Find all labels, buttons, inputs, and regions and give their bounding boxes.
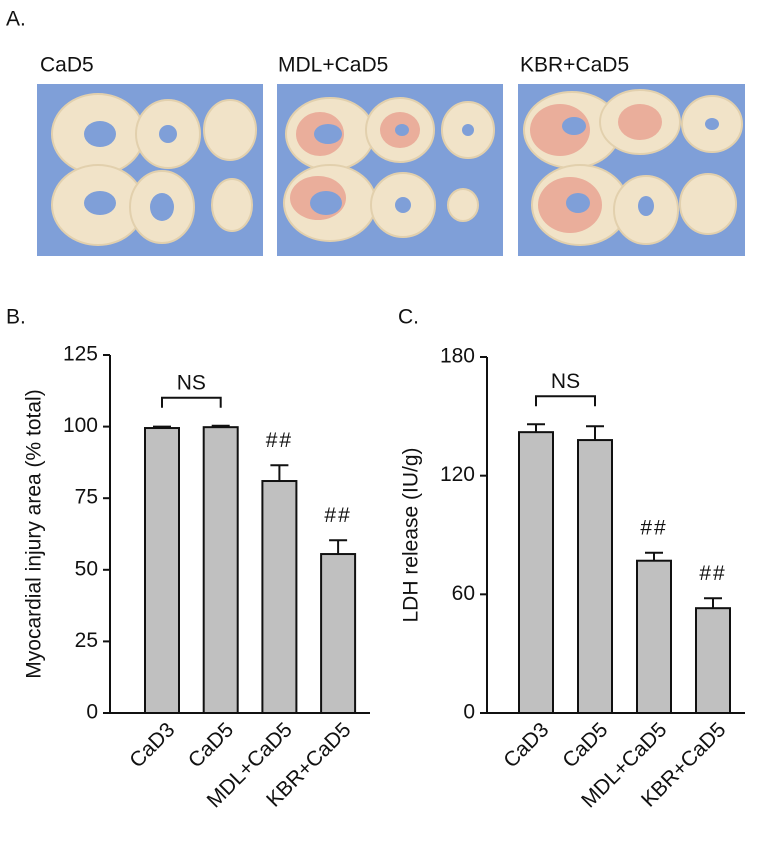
x-tick-label: CaD3 xyxy=(499,718,553,772)
bar xyxy=(261,480,298,714)
significance-label: ## xyxy=(640,516,667,539)
significance-label: ## xyxy=(324,504,351,527)
bar xyxy=(636,559,672,715)
photo-caption: MDL+CaD5 xyxy=(278,54,388,77)
panel-label: A. xyxy=(6,8,26,31)
x-tick-label: CaD5 xyxy=(558,718,612,772)
y-tick-label: 50 xyxy=(75,557,98,580)
y-tick-label: 100 xyxy=(63,414,98,437)
bar xyxy=(144,427,180,714)
y-tick-label: 120 xyxy=(440,463,475,486)
y-tick-label: 25 xyxy=(75,629,98,652)
bar xyxy=(320,553,357,714)
significance-label: ## xyxy=(266,429,293,452)
y-tick-label: 0 xyxy=(86,701,98,724)
y-tick-label: 0 xyxy=(463,701,475,724)
photo-caption: CaD5 xyxy=(40,54,94,77)
y-axis-label: Myocardial injury area (% total) xyxy=(23,389,46,678)
bracket xyxy=(161,396,222,408)
panel-label: B. xyxy=(6,306,26,329)
x-tick-label: CaD5 xyxy=(184,718,238,772)
bracket-label: NS xyxy=(551,370,580,393)
significance-label: ## xyxy=(699,562,726,585)
photo xyxy=(518,84,745,256)
x-tick-label: CaD3 xyxy=(125,718,179,772)
y-tick-label: 75 xyxy=(75,486,98,509)
bar xyxy=(577,439,613,714)
photo xyxy=(277,84,503,256)
y-tick-label: 125 xyxy=(63,343,98,366)
y-tick-label: 60 xyxy=(452,582,475,605)
bar xyxy=(202,426,239,714)
y-tick-label: 180 xyxy=(440,345,475,368)
bar xyxy=(695,607,731,715)
bracket-label: NS xyxy=(177,371,206,394)
bracket xyxy=(535,395,596,407)
photo-caption: KBR+CaD5 xyxy=(520,54,629,77)
bar xyxy=(518,431,554,714)
y-axis-label: LDH release (IU/g) xyxy=(400,447,423,622)
photo xyxy=(37,84,263,256)
panel-label: C. xyxy=(398,306,419,329)
